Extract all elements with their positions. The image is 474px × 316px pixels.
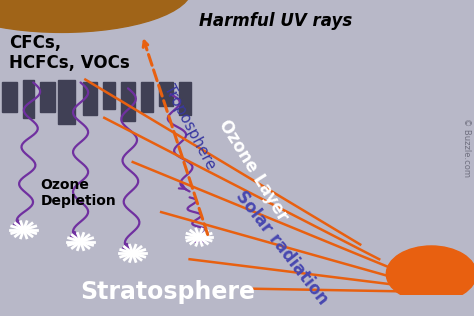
Text: Harmful UV rays: Harmful UV rays [199,12,352,30]
Bar [121,82,135,121]
Bar [58,80,75,124]
Bar [23,80,35,118]
Bar [40,82,55,112]
Ellipse shape [0,0,192,33]
Circle shape [386,246,474,302]
Text: © Buzzle.com: © Buzzle.com [463,118,471,177]
Bar [83,82,97,115]
Bar [159,82,173,106]
Bar [2,82,17,112]
Text: Stratosphere: Stratosphere [81,280,255,304]
Text: CFCs,
HCFCs, VOCs: CFCs, HCFCs, VOCs [9,33,130,72]
Text: Ozone Layer: Ozone Layer [215,117,292,225]
Bar [103,82,115,109]
Bar [141,82,153,112]
Text: Troposphere: Troposphere [161,82,219,172]
Text: Solar radiation: Solar radiation [232,187,332,308]
Bar [179,82,191,115]
Text: Ozone
Depletion: Ozone Depletion [40,178,116,208]
